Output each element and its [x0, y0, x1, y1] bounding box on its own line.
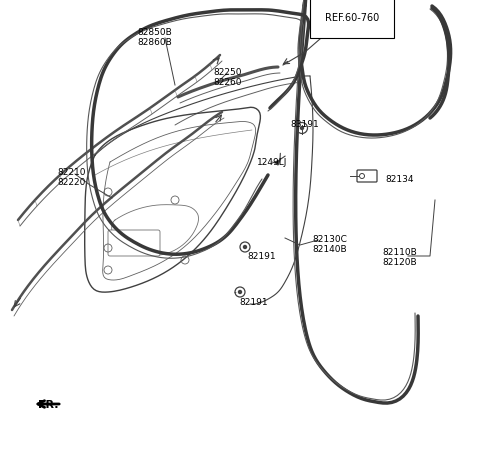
Circle shape — [243, 246, 247, 248]
Text: REF.60-760: REF.60-760 — [325, 13, 379, 23]
Text: 82134: 82134 — [385, 175, 413, 184]
Circle shape — [239, 291, 241, 294]
FancyBboxPatch shape — [108, 230, 160, 256]
Text: 1249LJ: 1249LJ — [257, 158, 287, 167]
Text: 82191: 82191 — [240, 298, 268, 307]
Polygon shape — [275, 160, 280, 165]
Text: 83191: 83191 — [290, 120, 319, 129]
Text: 82191: 82191 — [248, 252, 276, 261]
Text: 82210
82220: 82210 82220 — [58, 168, 86, 187]
Text: 82250
82260: 82250 82260 — [214, 68, 242, 88]
Text: 82850B
82860B: 82850B 82860B — [138, 28, 172, 48]
Text: 82110B
82120B: 82110B 82120B — [383, 248, 418, 268]
Text: 82130C
82140B: 82130C 82140B — [312, 235, 348, 255]
Text: FR.: FR. — [38, 400, 58, 410]
Circle shape — [300, 127, 303, 129]
FancyBboxPatch shape — [357, 170, 377, 182]
